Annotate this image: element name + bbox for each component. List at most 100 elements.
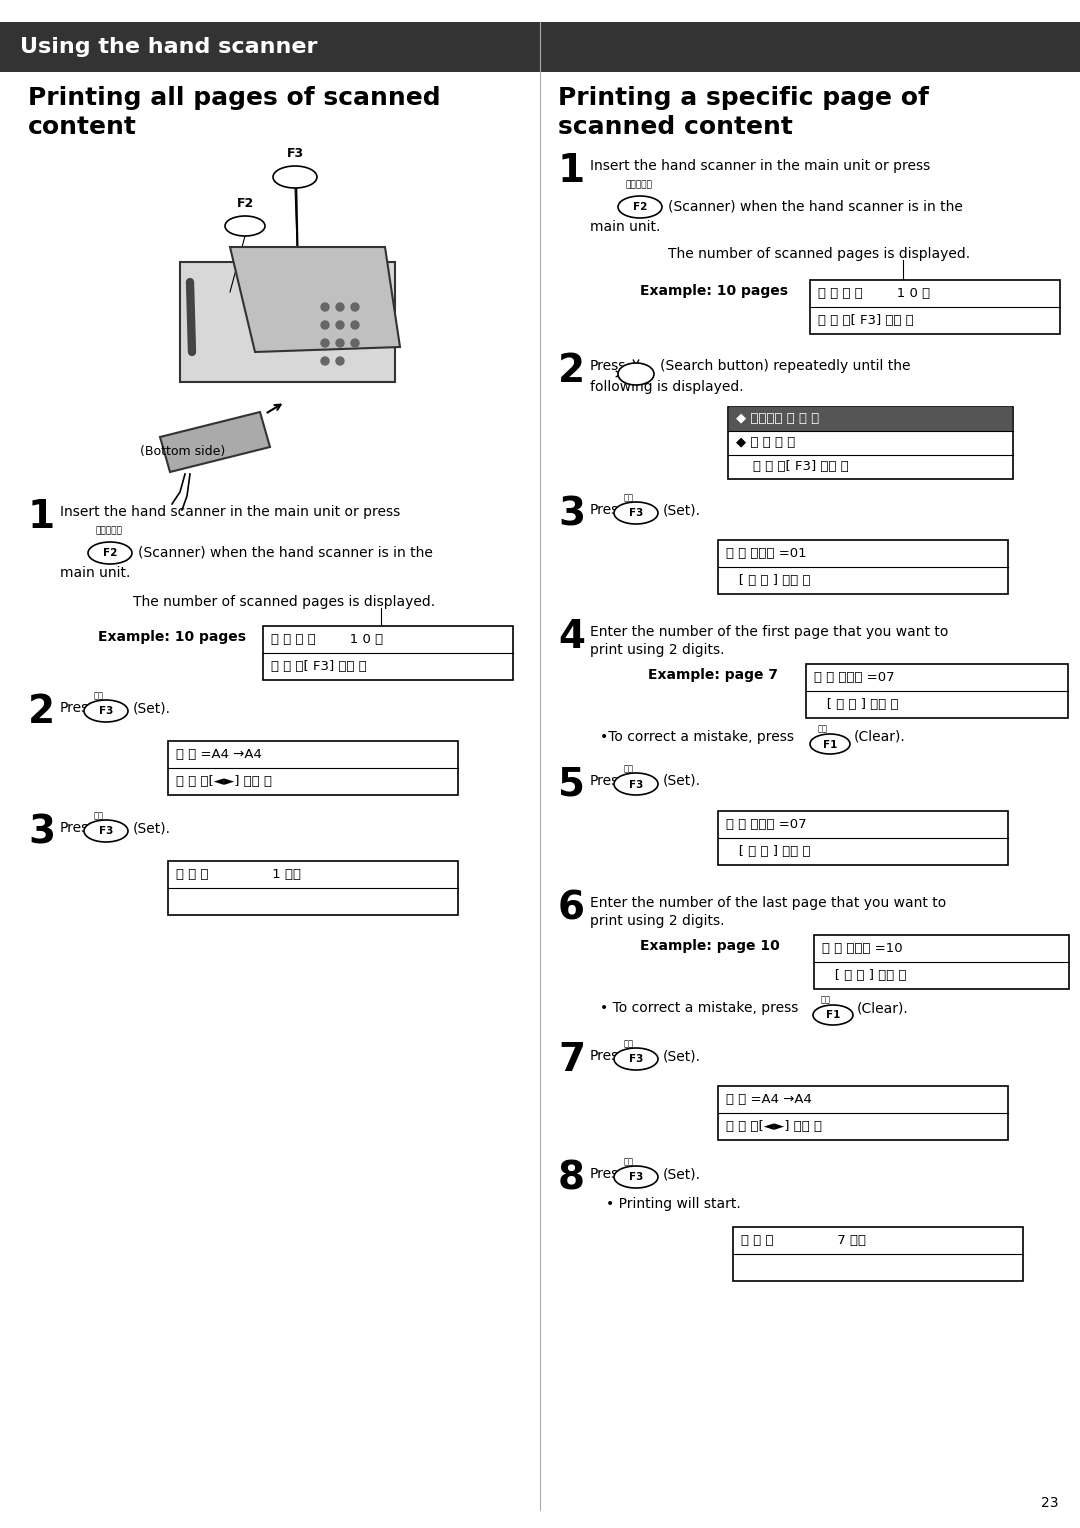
Ellipse shape: [615, 503, 658, 524]
Text: The number of scanned pages is displayed.: The number of scanned pages is displayed…: [669, 248, 970, 261]
Bar: [728, 406, 1013, 478]
Text: 終 了 ページ =07: 終 了 ページ =07: [726, 817, 807, 831]
Text: • Printing will start.: • Printing will start.: [606, 1196, 741, 1212]
Text: 消去: 消去: [818, 724, 828, 733]
Text: Press: Press: [60, 701, 96, 715]
Text: (Set).: (Set).: [663, 1167, 701, 1181]
Ellipse shape: [813, 1005, 853, 1025]
Ellipse shape: [615, 1048, 658, 1070]
Text: (Set).: (Set).: [133, 821, 171, 834]
Text: •To correct a mistake, press: •To correct a mistake, press: [600, 730, 794, 744]
Text: Example: page 10: Example: page 10: [640, 940, 780, 953]
Circle shape: [351, 321, 359, 329]
Text: 印 字 中               7 枚目: 印 字 中 7 枚目: [741, 1235, 866, 1247]
Text: 選 択 は[◄►] を押 す: 選 択 は[◄►] を押 す: [726, 1120, 822, 1132]
Text: (Set).: (Set).: [663, 1050, 701, 1063]
Circle shape: [321, 339, 329, 347]
Text: main unit.: main unit.: [590, 220, 660, 234]
Text: 決定: 決定: [94, 811, 104, 821]
Text: (Set).: (Set).: [133, 701, 171, 715]
Text: 5: 5: [558, 766, 585, 804]
Ellipse shape: [618, 196, 662, 219]
Text: 印 字 中               1 枚目: 印 字 中 1 枚目: [176, 868, 301, 882]
Ellipse shape: [225, 215, 265, 235]
Text: 決定: 決定: [624, 494, 634, 503]
Text: F1: F1: [826, 1010, 840, 1021]
Text: (Bottom side): (Bottom side): [140, 446, 226, 458]
Text: 決定: 決定: [624, 1157, 634, 1166]
Circle shape: [321, 358, 329, 365]
Text: (Set).: (Set).: [663, 775, 701, 788]
Text: 8: 8: [558, 1160, 585, 1196]
Bar: [168, 860, 458, 915]
Bar: [0, 21, 1080, 72]
Text: 1: 1: [28, 498, 55, 536]
Text: F3: F3: [629, 1172, 644, 1183]
Text: (Scanner) when the hand scanner is in the: (Scanner) when the hand scanner is in th…: [138, 545, 433, 559]
Polygon shape: [230, 248, 400, 351]
Text: Printing a specific page of: Printing a specific page of: [558, 86, 929, 110]
Text: 読 取 枚 数        1 0 枚: 読 取 枚 数 1 0 枚: [818, 287, 930, 299]
Text: scanned content: scanned content: [558, 115, 793, 139]
Bar: [733, 1227, 1023, 1280]
Text: Press: Press: [590, 1050, 626, 1063]
Text: Insert the hand scanner in the main unit or press: Insert the hand scanner in the main unit…: [60, 504, 401, 520]
Text: 決 定 は[ F3] を押 す: 決 定 は[ F3] を押 す: [735, 460, 849, 474]
Text: 開 始 ページ =01: 開 始 ページ =01: [726, 547, 807, 559]
Text: 7: 7: [558, 1041, 585, 1079]
Circle shape: [321, 321, 329, 329]
Bar: [180, 261, 395, 382]
Circle shape: [351, 339, 359, 347]
Text: 3: 3: [28, 813, 55, 851]
Text: following is displayed.: following is displayed.: [590, 380, 744, 394]
Text: 決定: 決定: [624, 1039, 634, 1048]
Text: F3: F3: [629, 779, 644, 790]
Text: 開 始 ページ =07: 開 始 ページ =07: [814, 671, 894, 685]
Text: スキャナー: スキャナー: [626, 180, 653, 189]
Text: ◆ ページ指 定 印 字: ◆ ページ指 定 印 字: [735, 413, 820, 425]
Polygon shape: [160, 413, 270, 472]
Circle shape: [336, 321, 345, 329]
Bar: [718, 811, 1008, 865]
Bar: [718, 539, 1008, 594]
Ellipse shape: [618, 364, 654, 385]
Text: Example: page 7: Example: page 7: [648, 668, 778, 681]
Ellipse shape: [84, 821, 129, 842]
Text: 決定: 決定: [94, 691, 104, 700]
Bar: [729, 406, 1012, 431]
Text: Press: Press: [590, 775, 626, 788]
Text: F3: F3: [287, 173, 302, 182]
Text: 終 了 ページ =10: 終 了 ページ =10: [822, 941, 903, 955]
Ellipse shape: [273, 167, 318, 188]
Text: [ 数 字 ] を押 す: [ 数 字 ] を押 す: [726, 845, 810, 859]
Text: 4: 4: [558, 617, 585, 656]
Text: F3: F3: [98, 706, 113, 717]
Text: print using 2 digits.: print using 2 digits.: [590, 643, 725, 657]
Text: Press: Press: [590, 1167, 626, 1181]
Text: 印 字 は[ F3] を押 す: 印 字 は[ F3] を押 す: [271, 660, 367, 672]
Bar: [810, 280, 1059, 335]
Text: 2: 2: [28, 694, 55, 730]
Text: Press: Press: [60, 821, 96, 834]
Circle shape: [351, 303, 359, 312]
Bar: [806, 665, 1068, 718]
Text: 読 取 枚 数        1 0 枚: 読 取 枚 数 1 0 枚: [271, 633, 383, 646]
Circle shape: [336, 358, 345, 365]
Text: F3: F3: [629, 1054, 644, 1065]
Ellipse shape: [84, 700, 129, 723]
Bar: [814, 935, 1069, 989]
Text: 決定: 決定: [624, 764, 634, 773]
Text: Using the hand scanner: Using the hand scanner: [21, 37, 318, 57]
Text: Enter the number of the first page that you want to: Enter the number of the first page that …: [590, 625, 948, 639]
Text: (Search button) repeatedly until the: (Search button) repeatedly until the: [660, 359, 910, 373]
Text: Insert the hand scanner in the main unit or press: Insert the hand scanner in the main unit…: [590, 159, 930, 173]
Text: (Set).: (Set).: [663, 503, 701, 516]
Text: Example: 10 pages: Example: 10 pages: [640, 284, 788, 298]
Ellipse shape: [87, 542, 132, 564]
Text: F3: F3: [629, 509, 644, 518]
Circle shape: [321, 303, 329, 312]
Text: (Clear).: (Clear).: [854, 730, 906, 744]
Text: F2: F2: [237, 197, 254, 209]
Text: [ 数 字 ] を押 す: [ 数 字 ] を押 す: [726, 575, 810, 587]
Text: Press: Press: [590, 503, 626, 516]
